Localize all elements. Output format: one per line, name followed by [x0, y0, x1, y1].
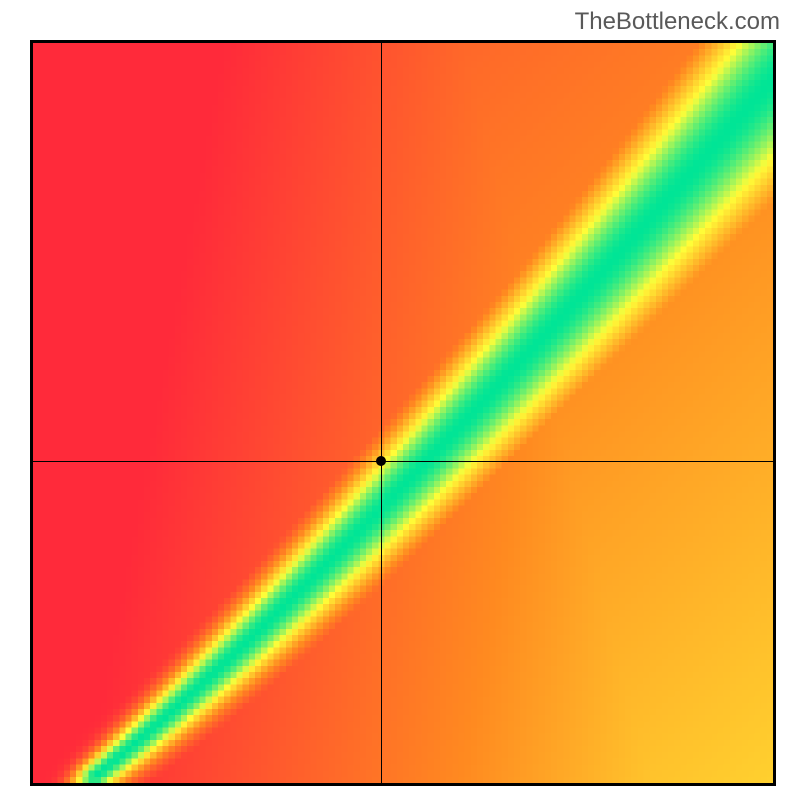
crosshair-vertical: [381, 43, 382, 783]
chart-container: TheBottleneck.com: [0, 0, 800, 800]
heatmap-canvas: [33, 43, 773, 783]
heatmap-chart: [30, 40, 776, 786]
crosshair-horizontal: [33, 461, 773, 462]
crosshair-marker: [376, 456, 386, 466]
watermark-text: TheBottleneck.com: [575, 8, 780, 36]
